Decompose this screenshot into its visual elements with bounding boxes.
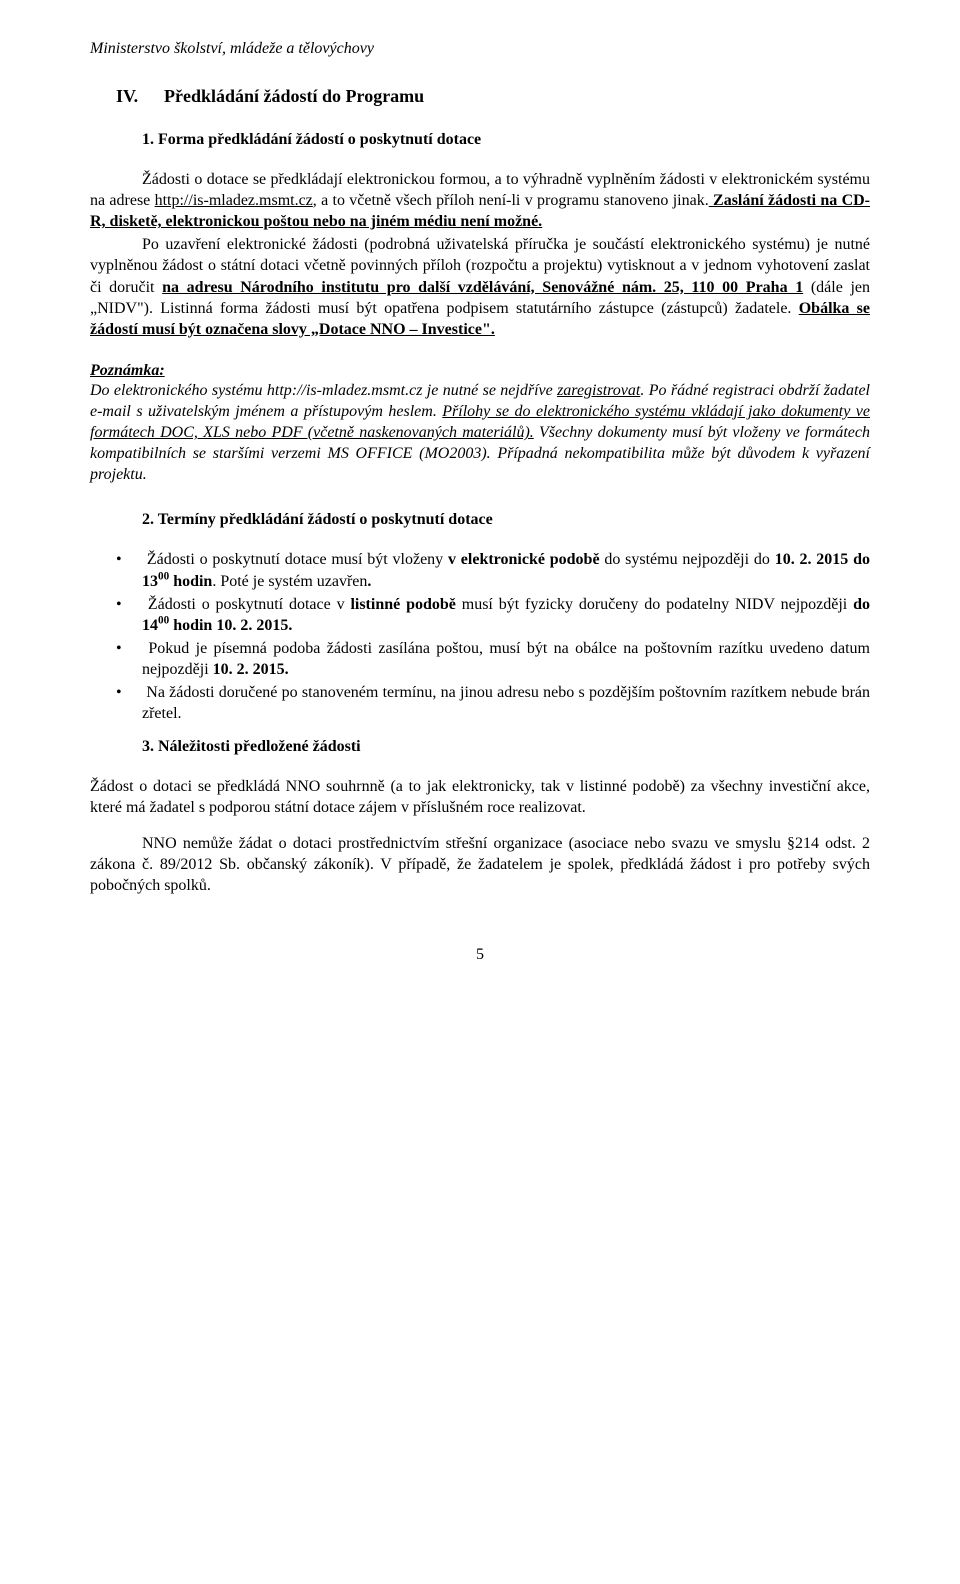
b21-g: . (367, 573, 371, 590)
note-block: Poznámka: Do elektronického systému http… (90, 362, 870, 486)
sub3-num: 3. (142, 738, 154, 755)
b21-b: v elektronické podobě (448, 551, 600, 568)
sub2-text: Termíny předkládání žádostí o poskytnutí… (158, 511, 493, 528)
b21-c: do systému nejpozději do (600, 551, 775, 568)
sub1-num: 1. (142, 131, 154, 148)
b23-b: 10. 2. 2015. (213, 661, 289, 678)
sub1-text: Forma předkládání žádostí o poskytnutí d… (158, 131, 481, 148)
b22-sup: 00 (158, 614, 169, 626)
sub3-title: 3. Náležitosti předložené žádosti (142, 738, 870, 756)
section-iv-title: IV.Předkládání žádostí do Programu (116, 86, 870, 107)
paragraph-3: Žádost o dotaci se předkládá NNO souhrnn… (90, 776, 870, 818)
bullet-2-4: Na žádosti doručené po stanoveném termín… (90, 682, 870, 724)
page-number: 5 (90, 946, 870, 964)
b22-e: hodin 10. 2. 2015. (169, 617, 292, 634)
bullet-2-3: Pokud je písemná podoba žádosti zasílána… (90, 638, 870, 680)
b24: Na žádosti doručené po stanoveném termín… (142, 684, 870, 722)
sub1-title: 1. Forma předkládání žádostí o poskytnut… (142, 131, 870, 149)
sub2-title: 2. Termíny předkládání žádostí o poskytn… (142, 511, 870, 529)
p1-run2: , a to včetně všech příloh není-li v pro… (313, 192, 709, 209)
bullets-section2: Žádosti o poskytnutí dotace musí být vlo… (90, 549, 870, 724)
p1-url: http://is-mladez.msmt.cz (155, 192, 313, 209)
sub2-num: 2. (142, 511, 154, 528)
sub3-text: Náležitosti předložené žádosti (158, 738, 361, 755)
b22-c: musí být fyzicky doručeny do podatelny N… (456, 596, 853, 613)
section-iv-num: IV. (116, 86, 164, 107)
p2-addr: na adresu Národního institutu pro další … (162, 279, 803, 296)
b21-e: hodin (169, 573, 212, 590)
paragraph-1: Žádosti o dotace se předkládají elektron… (90, 169, 870, 232)
bullet-2-1: Žádosti o poskytnutí dotace musí být vlo… (90, 549, 870, 591)
b22-a: Žádosti o poskytnutí dotace v (148, 596, 351, 613)
b21-f: . Poté je systém uzavřen (212, 573, 367, 590)
section-iv-text: Předkládání žádostí do Programu (164, 86, 424, 106)
paragraph-4: NNO nemůže žádat o dotaci prostřednictví… (90, 833, 870, 896)
note-reg: zaregistrovat (557, 382, 640, 399)
note-label: Poznámka: (90, 362, 870, 380)
b22-b: listinné podobě (350, 596, 455, 613)
bullet-2-2: Žádosti o poskytnutí dotace v listinné p… (90, 594, 870, 636)
document-header: Ministerstvo školství, mládeže a tělovýc… (90, 40, 870, 58)
b21-a: Žádosti o poskytnutí dotace musí být vlo… (147, 551, 448, 568)
note-run1: Do elektronického systému http://is-mlad… (90, 382, 557, 399)
note-body: Do elektronického systému http://is-mlad… (90, 380, 870, 486)
b21-sup: 00 (158, 570, 169, 582)
paragraph-2: Po uzavření elektronické žádosti (podrob… (90, 234, 870, 340)
